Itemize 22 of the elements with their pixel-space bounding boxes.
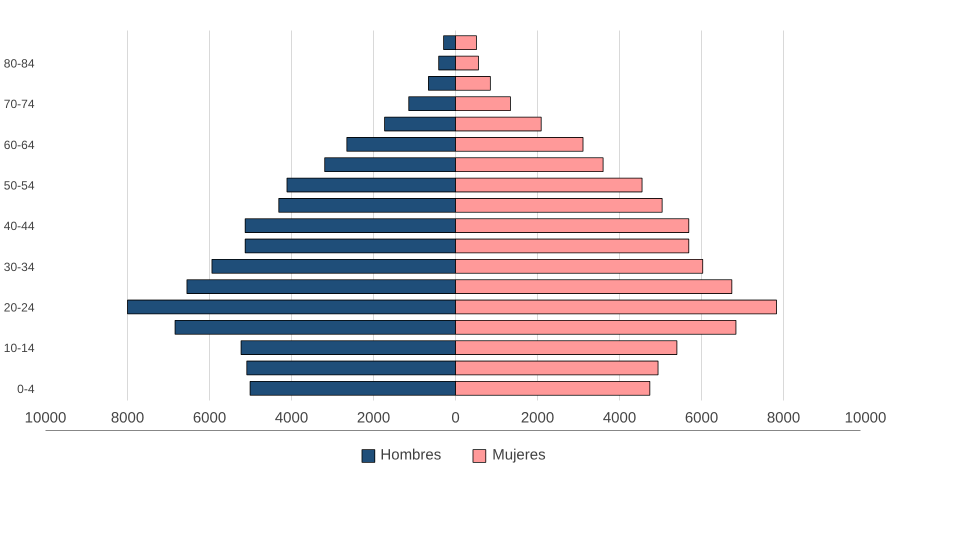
legend-label: Mujeres xyxy=(492,446,546,464)
x-tick-label: 10000 xyxy=(844,410,886,426)
x-tick-label: 8000 xyxy=(766,410,800,426)
y-tick-label: 10-14 xyxy=(4,341,35,356)
x-tick-label: 4000 xyxy=(602,410,636,426)
y-tick-label: 60-64 xyxy=(4,138,35,152)
x-tick-label: 10000 xyxy=(24,410,66,426)
x-tick-label: 8000 xyxy=(110,410,144,426)
x-tick-label: 4000 xyxy=(274,410,308,426)
y-tick-label: 80-84 xyxy=(4,56,35,71)
y-tick-label: 20-24 xyxy=(4,300,35,314)
y-tick-label: 30-34 xyxy=(4,260,35,274)
y-tick-label: 0-4 xyxy=(17,382,35,396)
y-tick-label: 70-74 xyxy=(4,97,35,112)
y-tick-label: 40-44 xyxy=(4,219,35,234)
x-tick-label: 2000 xyxy=(520,410,554,426)
y-tick-label: 50-54 xyxy=(4,178,35,193)
legend-label: Hombres xyxy=(380,446,442,464)
x-tick-label: 0 xyxy=(451,410,460,426)
x-tick-label: 6000 xyxy=(192,410,226,426)
x-tick-label: 2000 xyxy=(356,410,390,426)
x-tick-label: 6000 xyxy=(684,410,718,426)
